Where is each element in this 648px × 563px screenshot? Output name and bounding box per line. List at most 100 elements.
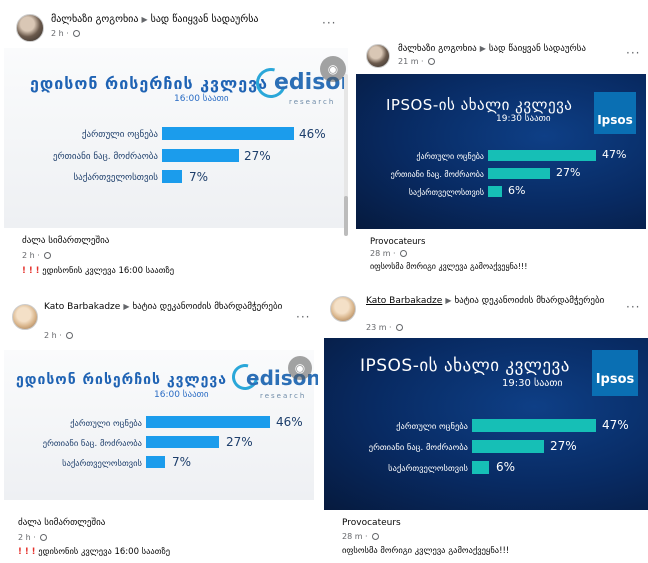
post-ipsos-top: მალხაზი გოგოხია ▶ სად წაიყვან სადაურსა 21 …: [356, 36, 646, 282]
bar-edison-0: [162, 127, 294, 140]
post-edison-top: მალხაზი გოგოხია ▶ სად წაიყვან სადაურსა 2 h…: [4, 4, 348, 286]
scrollbar-thumb[interactable]: [344, 196, 348, 236]
bar-label: ქართული ოცნება: [70, 419, 142, 429]
exclamation-icon: ! ! !: [22, 266, 40, 276]
bar-label: ერთიანი ნაც. მოძრაობა: [42, 439, 142, 449]
bar-value: 7%: [172, 455, 192, 469]
bar-edison-2: [146, 456, 165, 468]
ipsos-logo: Ipsos: [592, 350, 638, 396]
post-time[interactable]: 21 m ·: [398, 57, 436, 66]
poll-image-ipsos[interactable]: IPSOS-ის ახალი კვლევა 19:30 საათი Ipsos …: [356, 74, 646, 229]
bar-edison-2: [162, 170, 182, 183]
bar-label: ერთიანი ნაც. მოძრაობა: [368, 443, 468, 453]
bar-ipsos-2: [488, 186, 502, 197]
bar-value: 27%: [550, 439, 577, 453]
separator-icon: ▶: [123, 302, 130, 311]
bar-label: ქართული ოცნება: [396, 422, 468, 432]
globe-icon: [66, 332, 74, 339]
more-options-button[interactable]: ···: [296, 310, 311, 324]
globe-icon: [396, 324, 404, 331]
poll-time: 19:30 საათი: [502, 378, 563, 389]
bar-label: ერთიანი ნაც. მოძრაობა: [390, 170, 484, 179]
bar-value: 46%: [276, 415, 303, 429]
globe-icon: [372, 533, 380, 540]
edison-logo-sub: research: [289, 98, 336, 106]
poll-time: 16:00 საათი: [154, 390, 209, 400]
post-author-line: მალხაზი გოგოხია ▶ სად წაიყვან სადაურსა: [51, 14, 259, 25]
bar-value: 27%: [244, 149, 271, 163]
bar-label: ქართული ოცნება: [81, 130, 158, 140]
bar-value: 47%: [602, 418, 629, 432]
caption-title[interactable]: ძალა სიმართლეშია: [22, 236, 110, 246]
bar-label: ერთიანი ნაც. მოძრაობა: [52, 152, 158, 162]
caption-title[interactable]: Provocateurs: [342, 518, 401, 528]
avatar[interactable]: [12, 304, 38, 330]
bar-ipsos-0: [472, 419, 596, 432]
bar-ipsos-1: [488, 168, 550, 179]
bar-edison-1: [162, 149, 239, 162]
post-edison-bottom: Kato Barbakadze ▶ ხატია დეკანოიძის მხარდამ…: [0, 294, 318, 562]
caption-time: 28 m ·: [342, 532, 380, 541]
caption-text: ! ! ! ედისონის კვლევა 16:00 საათზე: [22, 266, 175, 276]
post-author-line: მალხაზი გოგოხია ▶ სად წაიყვან სადაურსა: [398, 44, 586, 54]
caption-time: 2 h ·: [22, 251, 52, 260]
post-time[interactable]: 2 h ·: [44, 331, 74, 340]
bar-value: 46%: [299, 127, 326, 141]
bar-value: 7%: [189, 170, 209, 184]
bar-label: საქართველოსთვის: [388, 464, 468, 474]
poll-image-edison[interactable]: ედისონ რისერჩის კვლევა 16:00 საათი ediso…: [4, 350, 318, 500]
post-author-line: Kato Barbakadze ▶ ხატია დეკანოიძის მხარდამ…: [44, 302, 282, 312]
eye-icon[interactable]: ◉: [320, 56, 346, 82]
bar-value: 27%: [226, 435, 253, 449]
avatar[interactable]: [16, 14, 44, 42]
globe-icon: [428, 58, 436, 65]
group-name[interactable]: ხატია დეკანოიძის მხარდამჭერები: [132, 302, 283, 312]
group-name[interactable]: ხატია დეკანოიძის მხარდამჭერები: [454, 296, 605, 306]
author-name[interactable]: Kato Barbakadze: [366, 296, 443, 306]
bar-label: ქართული ოცნება: [416, 152, 484, 161]
bar-label: საქართველოსთვის: [408, 188, 484, 197]
bar-ipsos-2: [472, 461, 489, 474]
globe-icon: [400, 250, 408, 257]
edison-logo-sub: research: [260, 392, 307, 400]
caption-time: 2 h ·: [18, 533, 48, 542]
group-name[interactable]: სად წაიყვან სადაურსა: [150, 14, 259, 25]
post-time[interactable]: 23 m ·: [366, 323, 404, 332]
separator-icon: ▶: [141, 15, 148, 24]
poll-image-edison[interactable]: ედისონ რისერჩის კვლევა 16:00 საათი ediso…: [4, 48, 348, 228]
group-name[interactable]: სად წაიყვან სადაურსა: [488, 44, 586, 54]
post-ipsos-bottom: Kato Barbakadze ▶ ხატია დეკანოიძის მხარდამ…: [324, 290, 648, 562]
author-name[interactable]: Kato Barbakadze: [44, 302, 121, 312]
caption-title[interactable]: ძალა სიმართლეშია: [18, 518, 106, 528]
poll-time: 19:30 საათი: [496, 114, 551, 124]
eye-icon[interactable]: ◉: [288, 356, 312, 380]
caption-text: იფსოსმა მორიგი კვლევა გამოაქვეყნა!!!: [342, 546, 510, 556]
more-options-button[interactable]: ···: [626, 300, 641, 314]
poll-title: ედისონ რისერჩის კვლევა: [30, 74, 268, 93]
author-name[interactable]: მალხაზი გოგოხია: [398, 44, 477, 54]
post-author-line: Kato Barbakadze ▶ ხატია დეკანოიძის მხარდამ…: [366, 296, 604, 306]
more-options-button[interactable]: ···: [322, 16, 337, 30]
poll-title: IPSOS-ის ახალი კვლევა: [386, 96, 573, 114]
poll-title: ედისონ რისერჩის კვლევა: [16, 372, 227, 388]
caption-time: 28 m ·: [370, 249, 408, 258]
more-options-button[interactable]: ···: [626, 46, 641, 60]
bar-value: 47%: [602, 148, 627, 161]
globe-icon: [44, 252, 52, 259]
caption-text: ! ! ! ედისონის კვლევა 16:00 საათზე: [18, 547, 171, 557]
avatar[interactable]: [330, 296, 356, 322]
globe-icon: [40, 534, 48, 541]
caption-text: იფსოსმა მორიგი კვლევა გამოაქვეყნა!!!: [370, 262, 528, 271]
author-name[interactable]: მალხაზი გოგოხია: [51, 14, 139, 25]
avatar[interactable]: [366, 44, 390, 68]
separator-icon: ▶: [479, 44, 486, 53]
poll-image-ipsos[interactable]: IPSOS-ის ახალი კვლევა 19:30 საათი Ipsos …: [324, 338, 648, 510]
scrollbar-track[interactable]: [344, 74, 348, 234]
bar-edison-0: [146, 416, 270, 428]
post-time[interactable]: 2 h ·: [51, 29, 81, 38]
exclamation-icon: ! ! !: [18, 547, 36, 557]
bar-label: საქართველოსთვის: [73, 173, 158, 183]
caption-title[interactable]: Provocateurs: [370, 237, 426, 247]
poll-title: IPSOS-ის ახალი კვლევა: [360, 356, 570, 376]
poll-time: 16:00 საათი: [174, 94, 229, 104]
